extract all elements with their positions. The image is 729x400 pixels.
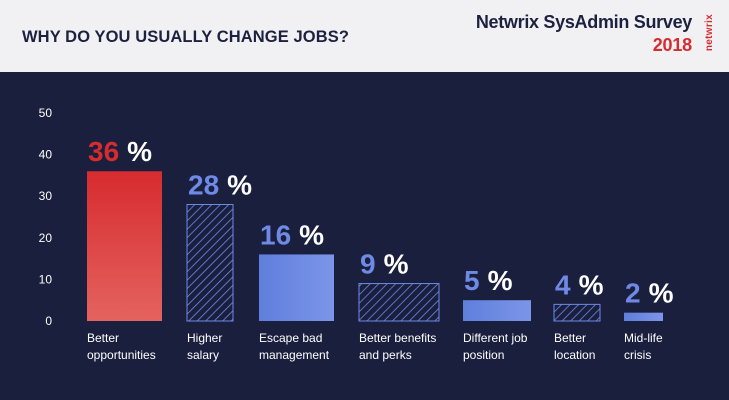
y-tick-label: 0 xyxy=(45,314,52,328)
bar xyxy=(624,312,663,321)
brand-year: 2018 xyxy=(652,35,692,55)
x-tick-label: Better xyxy=(87,331,119,345)
x-tick-label: Better benefits xyxy=(359,331,436,345)
x-tick-label: Mid-life xyxy=(624,331,663,345)
data-label: 9% xyxy=(360,249,409,280)
x-tick-label: location xyxy=(554,348,595,362)
data-label: 16% xyxy=(260,219,324,250)
y-tick-label: 50 xyxy=(39,106,53,120)
x-tick-label: Escape bad xyxy=(259,331,322,345)
data-label: 28% xyxy=(188,170,252,201)
bar xyxy=(358,283,440,322)
header-bar: WHY DO YOU USUALLY CHANGE JOBS? Netwrix … xyxy=(0,0,729,72)
y-tick-label: 20 xyxy=(39,231,53,245)
x-tick-label: Better xyxy=(554,331,586,345)
x-tick-label: Different job xyxy=(463,331,528,345)
bar xyxy=(553,303,601,322)
x-tick-label: salary xyxy=(187,348,219,362)
x-tick-label: opportunities xyxy=(87,348,156,362)
bar xyxy=(463,300,531,321)
bar xyxy=(87,171,162,321)
data-label: 36% xyxy=(88,136,152,167)
data-label: 5% xyxy=(464,265,513,296)
bar xyxy=(259,254,334,321)
x-tick-label: crisis xyxy=(624,348,651,362)
data-label: 2% xyxy=(625,278,674,309)
x-tick-label: and perks xyxy=(359,348,412,362)
chart-title: WHY DO YOU USUALLY CHANGE JOBS? xyxy=(22,28,350,46)
brand-block: Netwrix SysAdmin Survey 2018 xyxy=(476,12,692,56)
y-tick-label: 40 xyxy=(39,148,53,162)
y-tick-label: 30 xyxy=(39,189,53,203)
x-tick-label: management xyxy=(259,348,330,362)
x-tick-label: position xyxy=(463,348,504,362)
brand-name: Netwrix SysAdmin Survey xyxy=(475,12,692,32)
bar xyxy=(186,204,234,322)
y-tick-label: 10 xyxy=(39,272,53,286)
x-tick-label: Higher xyxy=(187,331,222,345)
data-label: 4% xyxy=(555,269,604,300)
